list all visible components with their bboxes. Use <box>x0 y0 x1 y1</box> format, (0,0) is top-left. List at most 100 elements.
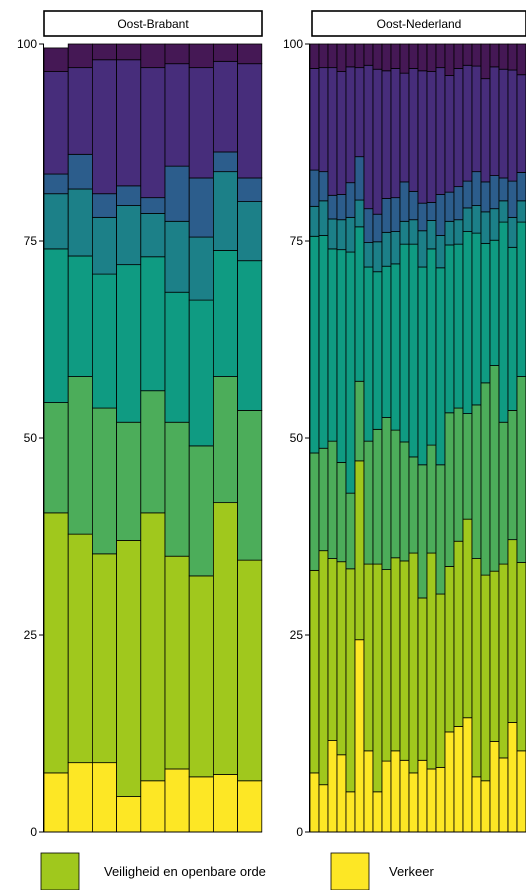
bar-segment <box>116 43 142 61</box>
bar-segment <box>390 750 401 833</box>
bar-segment <box>390 429 401 559</box>
bar-segment <box>444 731 455 833</box>
bar-segment <box>67 376 93 535</box>
y-tick-label: 75 <box>24 234 38 248</box>
bar-segment <box>417 759 428 833</box>
bar-segment <box>237 410 263 561</box>
bar-segment <box>92 762 118 833</box>
bar-segment <box>237 201 263 262</box>
bar-segment <box>390 43 401 69</box>
bar-segment <box>435 267 446 466</box>
bar-segment <box>372 43 383 70</box>
bar-segment <box>480 382 491 576</box>
bar-segment <box>116 59 142 187</box>
bar-segment <box>67 43 93 69</box>
bar-segment <box>92 59 118 195</box>
legend-label-verkeer: Verkeer <box>389 864 434 879</box>
bar-segment <box>453 68 464 188</box>
bar-segment <box>480 78 491 183</box>
bar-segment <box>426 201 437 221</box>
bar-segment <box>489 740 500 833</box>
bar-segment <box>426 248 437 446</box>
bar-segment <box>43 47 69 72</box>
bar-segment <box>116 185 142 206</box>
bar-segment <box>309 772 320 833</box>
bar-segment <box>462 180 473 209</box>
bar-segment <box>116 264 142 423</box>
bar-segment <box>116 205 142 266</box>
bar-segment <box>426 71 437 203</box>
bar-segment <box>462 717 473 833</box>
bar-segment <box>444 220 455 246</box>
bar-segment <box>43 71 69 175</box>
bar-segment <box>67 762 93 833</box>
y-tick-label: 25 <box>24 628 38 642</box>
bar-segment <box>480 181 491 213</box>
bar-segment <box>426 220 437 250</box>
bar-segment <box>354 226 365 382</box>
bar-segment <box>471 65 482 173</box>
bar-segment <box>164 291 190 423</box>
bar-segment <box>318 550 329 786</box>
legend-swatch-veiligheid <box>40 852 80 890</box>
bar-segment <box>516 750 526 833</box>
bar-segment <box>444 75 455 193</box>
bar-segment <box>516 200 526 223</box>
bar-segment <box>92 273 118 409</box>
bar-segment <box>498 221 509 423</box>
bar-segment <box>426 444 437 554</box>
bar-segment <box>399 220 410 245</box>
bar-segment <box>507 216 518 248</box>
bar-segment <box>435 194 446 236</box>
bar-segment <box>399 243 410 443</box>
bar-segment <box>372 241 383 273</box>
panel-title-strip <box>311 10 526 37</box>
bar-segment <box>318 784 329 833</box>
panel-1: Oost-Nederland 0 25 50 75 100 <box>283 10 526 839</box>
bar-segment <box>462 207 473 232</box>
bar-segment <box>399 441 410 562</box>
bar-segment <box>188 43 214 69</box>
bar-segment <box>116 796 142 833</box>
bar-segment <box>309 452 320 571</box>
bar-segment <box>116 540 142 797</box>
y-tick-label: 100 <box>283 37 303 51</box>
bar-segment <box>372 791 383 833</box>
bar-segment <box>309 569 320 774</box>
bar-segment <box>381 70 392 199</box>
bar-segment <box>498 177 509 202</box>
bar-segment <box>381 265 392 418</box>
bar-segment <box>381 760 392 833</box>
bar-segment <box>309 43 320 69</box>
bar-segment <box>188 177 214 238</box>
bar-segment <box>426 43 437 72</box>
bar-segment <box>354 639 365 833</box>
bar-segment <box>498 563 509 759</box>
bar-segment <box>43 772 69 833</box>
bar-segment <box>489 570 500 742</box>
bar-segment <box>462 518 473 719</box>
bar-segment <box>140 43 166 69</box>
bar-segment <box>212 43 238 62</box>
bar-segment <box>453 243 464 409</box>
bar-segment <box>444 244 455 414</box>
bar-segment <box>426 552 437 770</box>
bar-segment <box>188 575 214 778</box>
bar-segment <box>390 68 401 199</box>
y-tick-label: 50 <box>24 431 38 445</box>
bar-segment <box>399 560 410 761</box>
bar-segment <box>318 43 329 69</box>
bar-segment <box>354 156 365 201</box>
bar-segment <box>336 561 347 756</box>
bar-segment <box>237 260 263 411</box>
bar-segment <box>507 69 518 182</box>
bar-segment <box>372 563 383 793</box>
bar-segment <box>363 563 374 752</box>
bar-segment <box>212 502 238 775</box>
bar-segment <box>164 768 190 833</box>
panel-title: Oost-Brabant <box>117 17 189 31</box>
bar-segment <box>67 533 93 764</box>
bar-segment <box>399 72 410 183</box>
bar-segment <box>417 230 428 268</box>
y-tick-label: 25 <box>290 628 304 642</box>
